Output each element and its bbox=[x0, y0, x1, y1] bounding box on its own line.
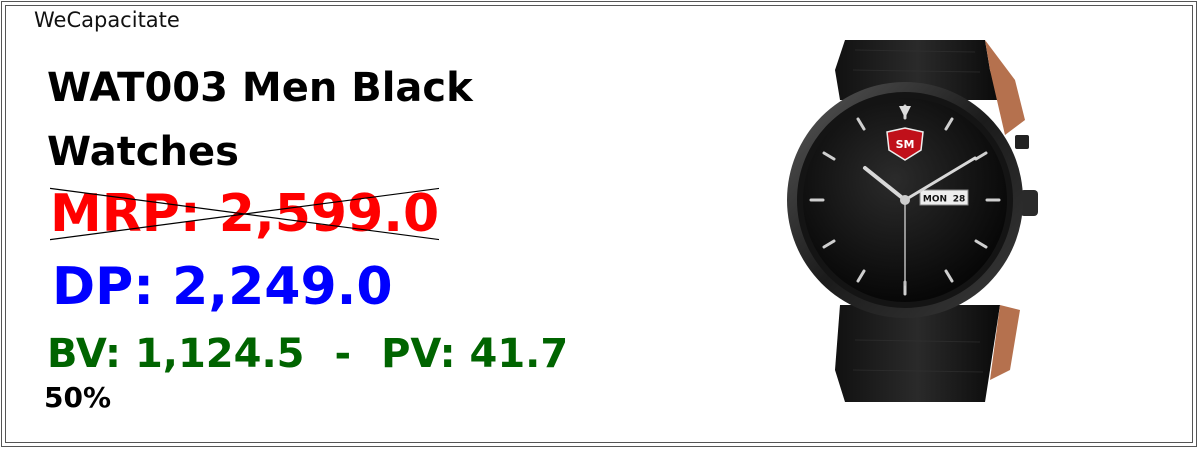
date-window: 28 bbox=[953, 195, 966, 205]
discount-percent: 50% bbox=[44, 381, 112, 414]
mrp-price-block: MRP: 2,599.0 bbox=[50, 182, 440, 246]
dp-price: DP: 2,249.0 bbox=[52, 257, 393, 317]
bv-pv-separator: - bbox=[334, 331, 352, 377]
watch-image: SM MON 28 bbox=[787, 40, 1038, 402]
bv-pv-line: BV: 1,124.5- PV: 41.7 bbox=[47, 328, 568, 380]
bv-value: BV: 1,124.5 bbox=[47, 331, 305, 377]
strikethrough-cross bbox=[50, 182, 439, 246]
brand-name: WeCapacitate bbox=[34, 8, 180, 32]
product-title: WAT003 Men Black Watches bbox=[47, 65, 473, 175]
pv-value: PV: 41.7 bbox=[381, 331, 569, 377]
inner-border bbox=[5, 5, 1193, 443]
logo-text: SM bbox=[896, 138, 915, 151]
day-window: MON bbox=[923, 195, 947, 205]
